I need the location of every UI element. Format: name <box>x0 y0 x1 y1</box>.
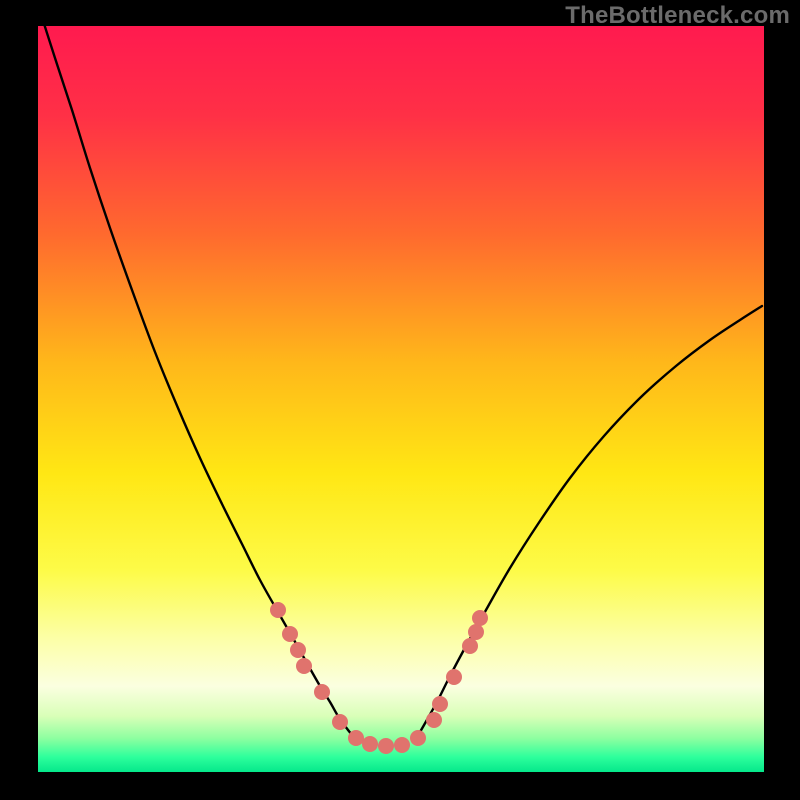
data-dot <box>410 730 426 746</box>
plot-area <box>38 26 764 772</box>
curve-right <box>415 306 762 740</box>
data-dot <box>446 669 462 685</box>
watermark-text: TheBottleneck.com <box>565 2 790 30</box>
data-dot <box>296 658 312 674</box>
data-dot <box>394 737 410 753</box>
data-dot <box>462 638 478 654</box>
data-dot <box>468 624 484 640</box>
data-dot <box>270 602 286 618</box>
data-dot <box>282 626 298 642</box>
data-dots <box>270 602 488 754</box>
data-dot <box>290 642 306 658</box>
data-dot <box>314 684 330 700</box>
curves-layer <box>38 26 764 772</box>
data-dot <box>332 714 348 730</box>
curve-left <box>39 26 358 742</box>
data-dot <box>426 712 442 728</box>
data-dot <box>472 610 488 626</box>
data-dot <box>432 696 448 712</box>
data-dot <box>362 736 378 752</box>
data-dot <box>348 730 364 746</box>
chart-frame: TheBottleneck.com <box>0 0 800 800</box>
data-dot <box>378 738 394 754</box>
